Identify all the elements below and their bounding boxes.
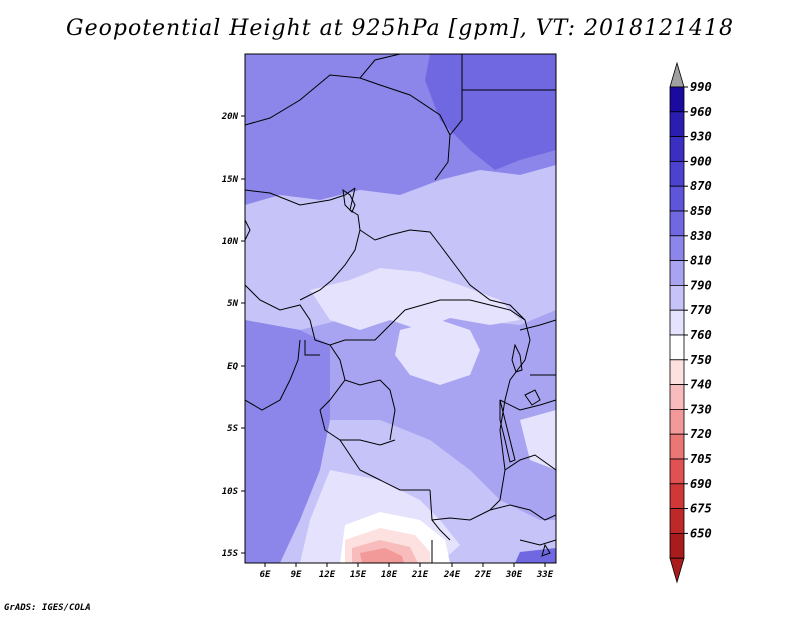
lat-label: 15S: [222, 549, 239, 559]
lon-label: 15E: [350, 570, 367, 580]
colorbar-label: 730: [690, 402, 712, 416]
colorbar-label: 810: [690, 254, 712, 268]
colorbar-swatch: [669, 433, 685, 460]
map-title: Geopotential Height at 925hPa [gpm], VT:…: [66, 16, 734, 41]
colorbar-label: 650: [690, 526, 712, 540]
colorbar-label: 790: [690, 278, 712, 292]
colorbar-label: 675: [690, 502, 712, 516]
lon-label: 24E: [443, 570, 461, 580]
latitude-axis: 20N 15N 10N 5N EQ 5S 10S 15S: [221, 112, 245, 559]
colorbar-label: 740: [690, 378, 712, 392]
lat-label: EQ: [227, 362, 238, 372]
lon-label: 12E: [319, 570, 336, 580]
colorbar-label: 960: [690, 105, 712, 119]
colorbar-swatch: [669, 260, 685, 286]
colorbar-label: 705: [690, 452, 712, 466]
colorbar-under-arrow: [669, 557, 685, 584]
lon-label: 18E: [381, 570, 398, 580]
colorbar-label: 770: [690, 303, 712, 317]
colorbar-swatch: [669, 86, 685, 113]
lat-label: 10N: [222, 237, 239, 247]
colorbar-swatch: [669, 384, 685, 410]
lon-label: 9E: [291, 570, 302, 580]
lakes: [342, 188, 551, 557]
colorbar-swatch: [669, 160, 685, 187]
lon-label: 6E: [260, 570, 271, 580]
colorbar-swatch: [669, 111, 685, 138]
colorbar-label: 760: [690, 328, 712, 342]
colorbar-swatch: [669, 284, 685, 311]
lon-label: 30E: [505, 570, 523, 580]
colorbar-label: 690: [690, 477, 712, 491]
colorbar-swatch: [669, 483, 685, 509]
colorbar-label: 990: [690, 80, 712, 94]
colorbar-label: 930: [690, 130, 712, 144]
colorbar-label: 750: [690, 353, 712, 367]
colorbar-label: 900: [690, 154, 712, 168]
lat-label: 15N: [222, 175, 239, 185]
colorbar-swatch: [669, 185, 685, 212]
colorbar-label: 850: [690, 204, 712, 218]
colorbar-swatch: [669, 136, 685, 162]
colorbar-swatch: [669, 408, 685, 435]
colorbar-label: 830: [690, 229, 712, 243]
colorbar-swatch: [669, 235, 685, 262]
colorbar-label: 720: [690, 427, 712, 441]
colorbar-swatch: [669, 458, 685, 485]
lon-label: 33E: [536, 570, 554, 580]
lat-label: 20N: [221, 112, 239, 122]
lat-label: 10S: [222, 487, 239, 497]
colorbar-label: 870: [690, 179, 712, 193]
lon-label: 27E: [474, 570, 492, 580]
longitude-axis: 6E 9E 12E 15E 18E 21E 24E 27E 30E 33E: [260, 563, 554, 580]
colorbar-swatch: [669, 533, 685, 559]
lon-label: 21E: [411, 570, 429, 580]
map-frame: [244, 53, 557, 564]
colorbar-over-arrow: [669, 61, 685, 88]
lat-label: 5S: [227, 424, 238, 434]
colorbar-swatch: [669, 334, 685, 361]
footer-credit: GrADS: IGES/COLA: [4, 603, 91, 613]
colorbar-swatch: [669, 210, 685, 237]
colorbar-swatch: [669, 309, 685, 336]
lat-label: 5N: [227, 299, 238, 309]
colorbar-swatch: [669, 359, 685, 385]
colorbar: 990 960 930 900 870 850 830 810 790 770 760 750 740 7…: [669, 61, 712, 584]
colorbar-swatch: [669, 508, 685, 534]
height-field: [245, 54, 556, 563]
